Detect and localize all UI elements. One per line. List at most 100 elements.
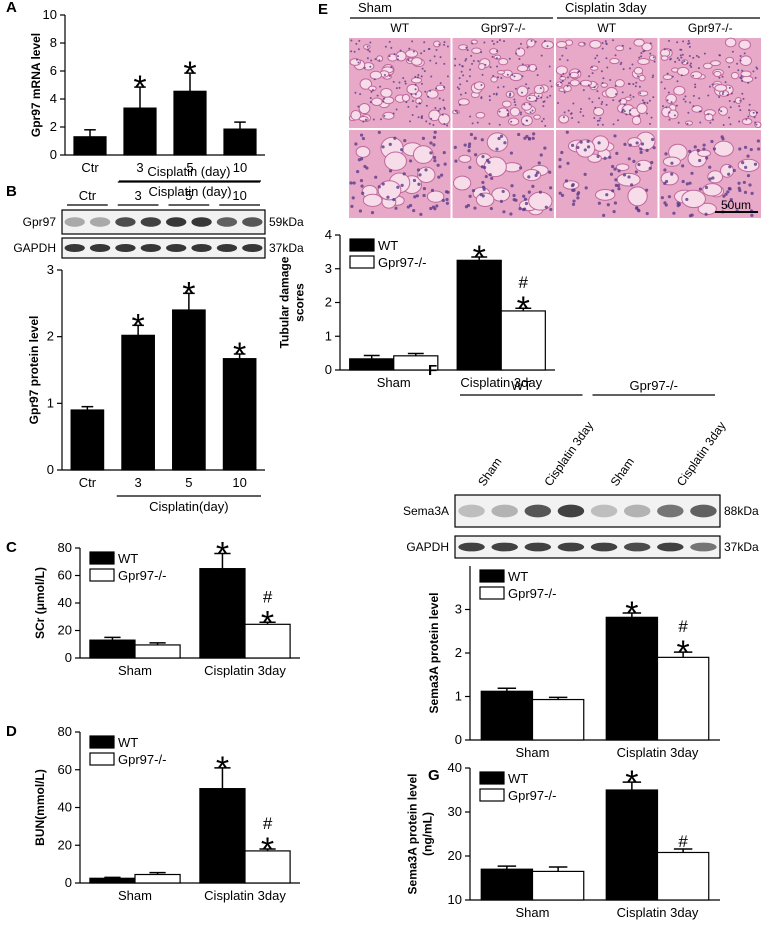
nucleus xyxy=(741,161,745,165)
bar xyxy=(480,690,534,741)
significance-mark: * xyxy=(183,55,196,93)
nucleus xyxy=(489,206,493,211)
bar xyxy=(134,644,181,659)
blot-band xyxy=(89,244,111,252)
nucleus xyxy=(664,152,668,156)
tubule xyxy=(641,42,653,52)
legend-label: Gpr97-/- xyxy=(508,788,556,803)
blot-band xyxy=(657,542,684,552)
nucleus xyxy=(668,111,671,114)
nucleus xyxy=(428,48,431,51)
nucleus xyxy=(598,97,601,100)
nucleus xyxy=(473,206,477,210)
y-tick-label: 1 xyxy=(455,689,462,704)
nucleus xyxy=(355,42,358,45)
x-tick-label: Cisplatin 3day xyxy=(617,745,699,760)
nucleus xyxy=(513,98,516,101)
nucleus xyxy=(454,57,457,60)
nucleus xyxy=(498,110,501,113)
nucleus xyxy=(471,188,476,193)
nucleus xyxy=(423,70,426,73)
nucleus xyxy=(682,98,685,101)
tubule xyxy=(730,71,740,80)
tubule xyxy=(515,47,526,57)
nucleus xyxy=(411,114,414,117)
blot-band xyxy=(491,504,518,518)
nucleus xyxy=(621,91,624,94)
nucleus xyxy=(712,147,717,151)
nucleus xyxy=(442,99,445,102)
nucleus xyxy=(675,104,678,107)
legend-label: Gpr97-/- xyxy=(508,586,556,601)
nucleus xyxy=(588,97,591,100)
nucleus xyxy=(445,197,449,202)
tubule xyxy=(676,66,690,76)
nucleus xyxy=(481,154,485,159)
nucleus xyxy=(721,137,725,141)
nucleus xyxy=(571,188,575,192)
nucleus xyxy=(605,43,608,46)
nucleus xyxy=(440,173,444,177)
nucleus xyxy=(395,108,398,111)
nucleus xyxy=(503,40,506,43)
nucleus xyxy=(597,141,601,145)
nucleus xyxy=(434,106,437,109)
nucleus xyxy=(506,113,509,116)
tubule xyxy=(493,54,502,60)
group-label: Cisplatin (day) xyxy=(148,184,231,199)
nucleus xyxy=(674,60,677,63)
nucleus xyxy=(488,99,491,102)
nucleus xyxy=(418,173,422,177)
nucleus xyxy=(433,155,437,160)
nucleus xyxy=(437,175,441,179)
nucleus xyxy=(681,61,684,64)
nucleus xyxy=(648,166,652,170)
nucleus xyxy=(729,198,733,202)
nucleus xyxy=(708,165,712,169)
nucleus xyxy=(605,103,608,106)
tubule xyxy=(593,107,605,117)
nucleus xyxy=(729,123,732,126)
nucleus xyxy=(537,95,540,98)
nucleus xyxy=(747,81,750,84)
nucleus xyxy=(392,112,395,115)
nucleus xyxy=(366,57,369,60)
nucleus xyxy=(757,147,761,151)
nucleus xyxy=(736,62,739,65)
nucleus xyxy=(495,50,498,53)
nucleus xyxy=(460,70,463,73)
nucleus xyxy=(446,45,449,48)
nucleus xyxy=(577,121,580,124)
nucleus xyxy=(688,55,691,58)
nucleus xyxy=(510,184,514,188)
blot-lane-label: Sham xyxy=(475,455,504,489)
nucleus xyxy=(639,147,643,151)
nucleus xyxy=(593,86,596,89)
nucleus xyxy=(561,54,564,57)
blot-group-label: 3 xyxy=(135,188,142,203)
bar xyxy=(73,136,107,156)
blot-band xyxy=(242,217,263,227)
nucleus xyxy=(666,72,669,75)
blot-band xyxy=(64,217,85,227)
blot-band xyxy=(623,542,651,552)
legend-label: WT xyxy=(508,569,528,584)
nucleus xyxy=(570,143,575,147)
nucleus xyxy=(462,74,465,77)
nucleus xyxy=(588,75,591,78)
nucleus xyxy=(663,201,667,205)
blot-size-label: 59kDa xyxy=(269,215,304,229)
bar xyxy=(173,90,207,156)
y-tick-label: 4 xyxy=(50,91,57,106)
tubule xyxy=(471,47,482,54)
nucleus xyxy=(670,101,673,104)
blot-band xyxy=(590,542,618,552)
tubule xyxy=(615,45,625,52)
bar xyxy=(223,128,257,156)
nucleus xyxy=(363,66,366,69)
nucleus xyxy=(728,66,731,69)
nucleus xyxy=(711,83,714,86)
tubule xyxy=(605,86,618,99)
nucleus xyxy=(392,80,395,83)
tubule xyxy=(377,180,402,201)
